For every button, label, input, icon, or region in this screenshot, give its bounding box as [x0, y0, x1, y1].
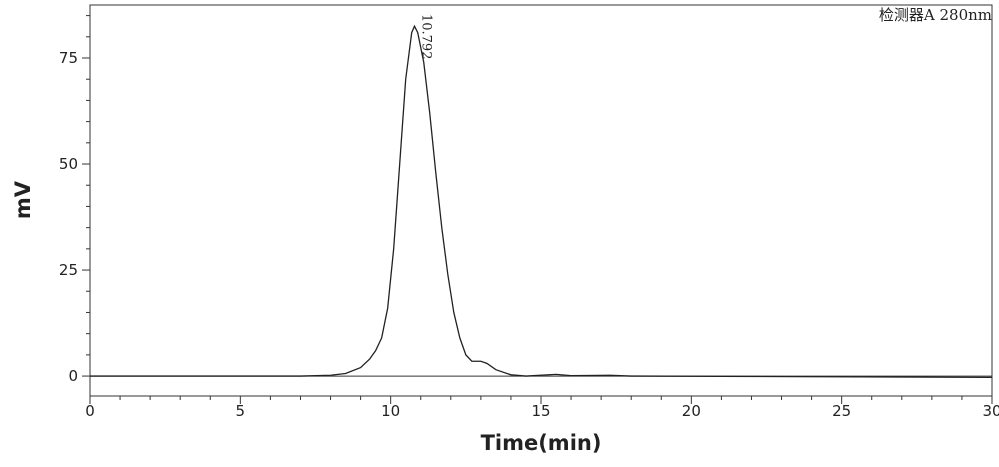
y-tick-label: 50 [59, 155, 78, 173]
x-tick-label: 15 [531, 402, 550, 420]
y-tick-label: 0 [68, 367, 78, 385]
detector-label: 检测器A 280nm [879, 6, 992, 24]
y-tick-label: 75 [59, 49, 78, 67]
x-tick-label: 20 [682, 402, 701, 420]
chromatogram-line [90, 24, 993, 378]
peak-label: 10.792 [418, 14, 433, 60]
x-tick-label: 10 [381, 402, 400, 420]
y-tick-label: 25 [59, 261, 78, 279]
plot-frame [89, 4, 993, 397]
x-tick-label: 0 [85, 402, 95, 420]
x-tick-label: 30 [982, 402, 999, 420]
x-tick-label: 5 [236, 402, 246, 420]
x-tick-label: 25 [832, 402, 851, 420]
x-axis-label: Time(min) [481, 431, 602, 455]
y-axis-label: mV [11, 180, 35, 219]
